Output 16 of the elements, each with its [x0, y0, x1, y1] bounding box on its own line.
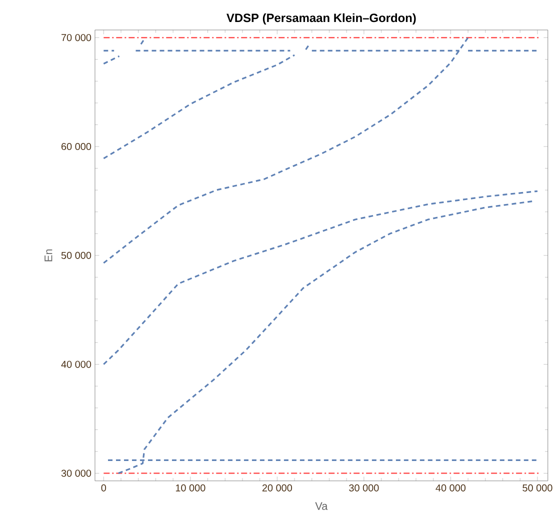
chart-title: VDSP (Persamaan Klein–Gordon): [226, 13, 416, 25]
line-series: [102, 190, 538, 366]
x-tick-label: 0: [101, 484, 106, 492]
x-tick-label: 50 000: [522, 484, 552, 492]
y-axis-title: En: [44, 250, 52, 262]
y-tick-label: 40 000: [61, 360, 92, 368]
y-tick-label: 30 000: [61, 470, 92, 477]
x-tick-label: 10 000: [176, 484, 206, 492]
x-tick-label: 30 000: [349, 484, 379, 492]
x-tick-label: 40 000: [436, 484, 466, 492]
line-series: [102, 54, 296, 160]
x-tick-label: 20 000: [262, 484, 292, 492]
y-tick-label: 70 000: [62, 34, 92, 42]
y-tick-label: 50 000: [61, 252, 92, 260]
y-tick-label: 60 000: [61, 143, 92, 150]
x-axis-title: Va: [315, 502, 328, 510]
